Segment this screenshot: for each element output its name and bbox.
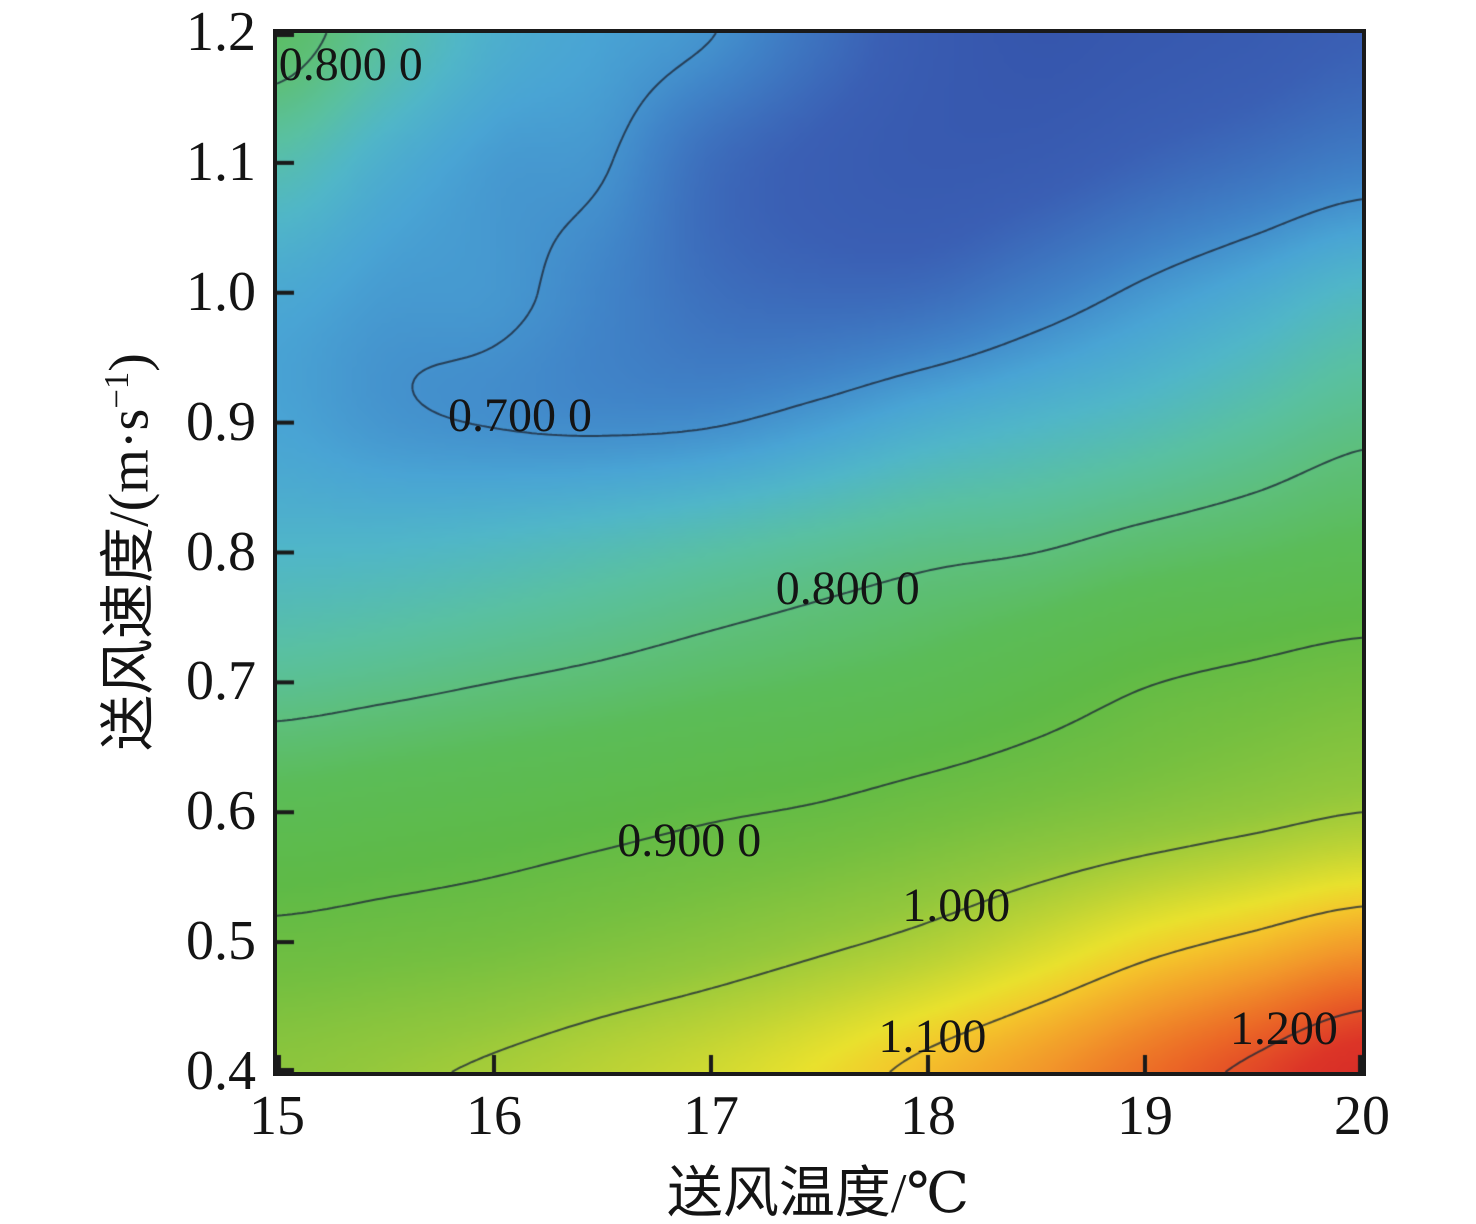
x-tick-label: 18 xyxy=(900,1085,956,1147)
x-tick-label: 17 xyxy=(683,1085,739,1147)
y-tick-label: 0.6 xyxy=(186,780,256,843)
y-tick-label: 0.5 xyxy=(186,910,256,973)
x-tick-label: 20 xyxy=(1334,1085,1390,1147)
y-axis-title-post: ) xyxy=(98,353,161,372)
contour-label: 1.200 xyxy=(1229,1002,1338,1056)
x-tick-label: 15 xyxy=(249,1085,305,1147)
x-tick-label: 16 xyxy=(466,1085,522,1147)
y-tick-label: 0.4 xyxy=(186,1040,256,1103)
y-tick-label: 1.1 xyxy=(186,131,256,194)
x-axis-title: 送风温度/℃ xyxy=(666,1163,970,1224)
y-axis-title-pre: 送风速度/(m·s xyxy=(98,408,161,751)
contour-label: 0.900 0 xyxy=(617,813,762,867)
y-tick-label: 0.8 xyxy=(186,520,256,583)
contour-label: 0.700 0 xyxy=(448,389,593,443)
contour-label: 0.800 0 xyxy=(278,38,423,92)
y-tick-label: 1.0 xyxy=(186,260,256,323)
y-axis-title: 送风速度/(m·s−1) xyxy=(84,353,165,751)
y-tick-label: 0.9 xyxy=(186,390,256,453)
contour-label: 0.800 0 xyxy=(775,561,920,615)
contour-plot-canvas xyxy=(277,33,1362,1072)
contour-label: 1.000 xyxy=(902,878,1011,932)
x-tick-label: 19 xyxy=(1117,1085,1173,1147)
y-axis-title-sup: −1 xyxy=(96,371,136,409)
y-tick-label: 1.2 xyxy=(186,1,256,64)
contour-label: 1.100 xyxy=(878,1009,987,1063)
y-tick-label: 0.7 xyxy=(186,650,256,713)
